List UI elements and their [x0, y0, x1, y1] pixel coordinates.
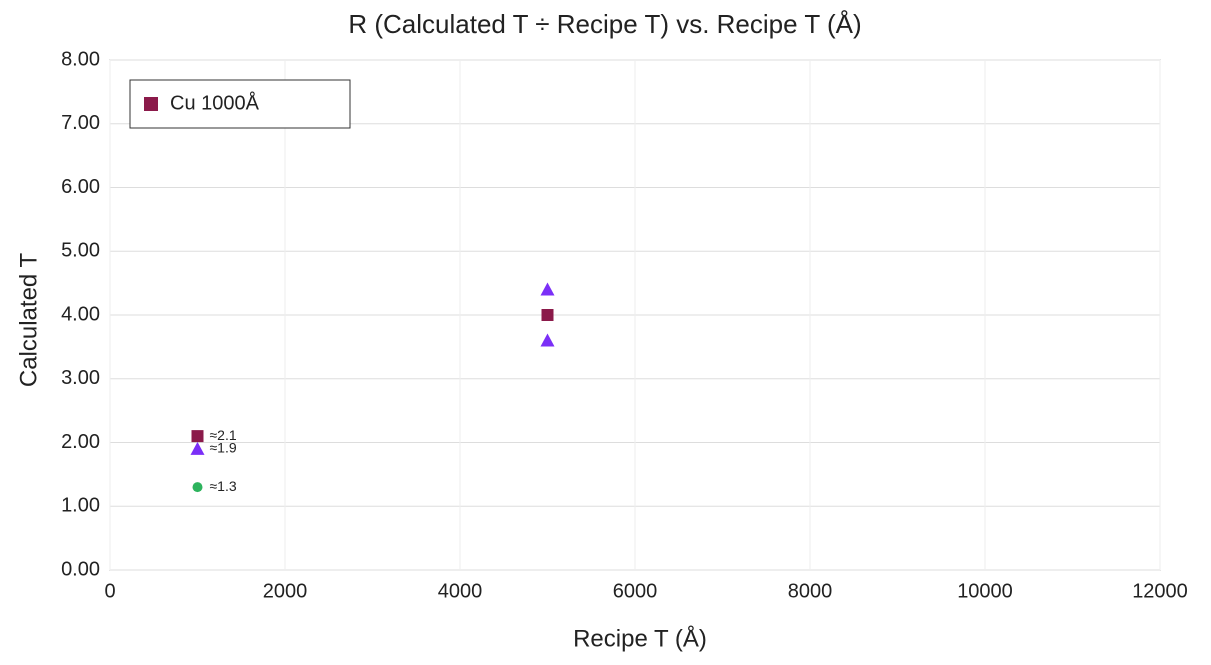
chart: R (Calculated T ÷ Recipe T) vs. Recipe T…: [0, 0, 1211, 660]
x-axis-label: Recipe T (Å): [573, 624, 707, 652]
y-tick-label: 0.00: [61, 558, 100, 580]
y-tick-label: 3.00: [61, 367, 100, 389]
y-tick-label: 8.00: [61, 48, 100, 70]
chart-title: R (Calculated T ÷ Recipe T) vs. Recipe T…: [348, 9, 861, 39]
annotation: ≈1.3: [210, 478, 237, 494]
point: [192, 430, 204, 442]
x-tick-label: 0: [104, 580, 115, 602]
y-tick-label: 1.00: [61, 495, 100, 517]
point: [542, 309, 554, 321]
y-tick-label: 2.00: [61, 431, 100, 453]
y-tick-label: 7.00: [61, 112, 100, 134]
legend-swatch: [144, 97, 158, 111]
annotation: ≈1.9: [210, 440, 237, 456]
y-tick-label: 6.00: [61, 176, 100, 198]
y-axis-label: Calculated T: [15, 253, 42, 388]
x-tick-label: 8000: [788, 580, 833, 602]
x-tick-label: 12000: [1132, 580, 1188, 602]
point: [193, 482, 203, 492]
page: {"chart_data": {"type": "scatter", "titl…: [0, 0, 1211, 665]
y-tick-label: 4.00: [61, 303, 100, 325]
x-tick-label: 4000: [438, 580, 483, 602]
y-tick-label: 5.00: [61, 240, 100, 262]
x-tick-label: 2000: [263, 580, 308, 602]
x-tick-label: 10000: [957, 580, 1013, 602]
x-tick-label: 6000: [613, 580, 658, 602]
legend-label: Cu 1000Å: [170, 91, 260, 114]
